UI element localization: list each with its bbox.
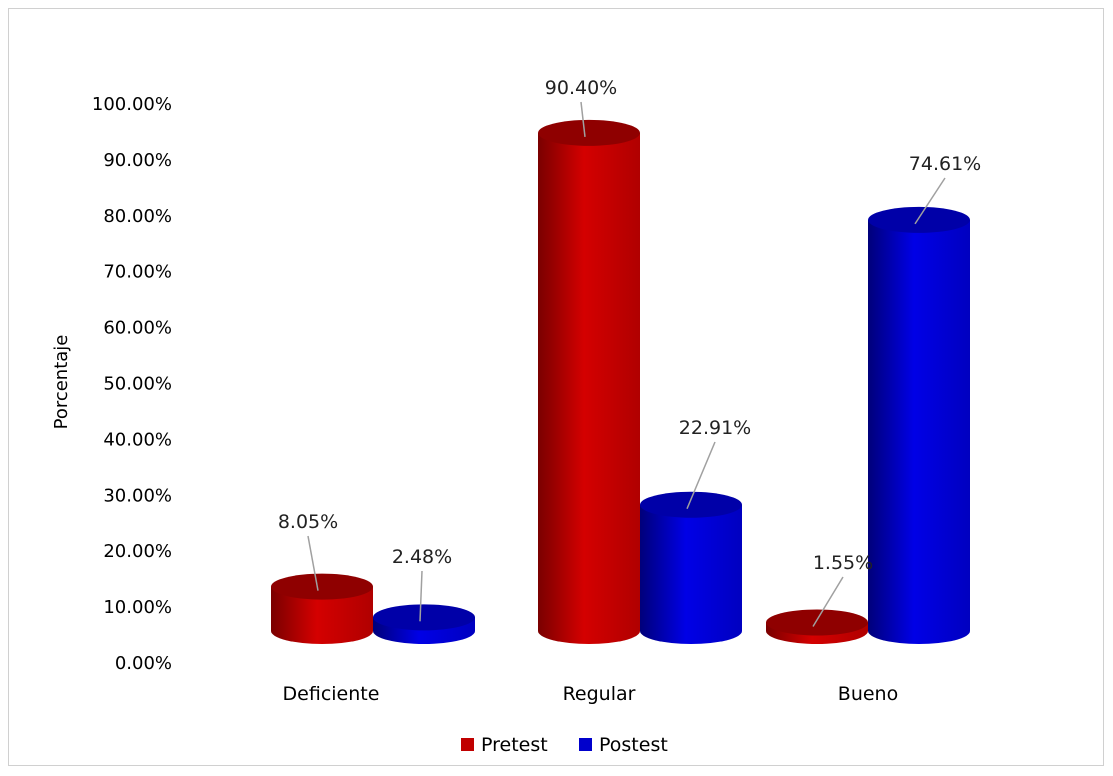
bar-top-cap	[271, 573, 373, 600]
data-label: 8.05%	[278, 511, 338, 533]
x-category-label: Deficiente	[283, 683, 380, 705]
data-label: 22.91%	[679, 417, 751, 439]
data-label: 90.40%	[545, 77, 617, 99]
y-tick-label: 80.00%	[103, 206, 172, 227]
y-tick-label: 40.00%	[103, 429, 172, 450]
legend-swatch	[461, 738, 474, 751]
y-tick-label: 0.00%	[115, 653, 172, 674]
y-tick-label: 30.00%	[103, 485, 172, 506]
data-label-leader	[914, 177, 946, 225]
x-category-label: Regular	[563, 683, 636, 705]
bar-top-cap	[868, 206, 970, 233]
data-label: 2.48%	[392, 546, 452, 568]
legend-item-postest: Postest	[579, 734, 668, 756]
bar-postest-bueno	[868, 206, 970, 644]
bar-pretest-deficiente	[271, 573, 373, 644]
bar-pretest-regular	[538, 119, 640, 644]
bar-body	[271, 586, 373, 644]
bar-top-cap	[373, 604, 475, 631]
data-label-leader	[686, 441, 716, 510]
bar-postest-regular	[640, 491, 742, 644]
data-label-leader	[812, 576, 844, 627]
legend-item-pretest: Pretest	[461, 734, 548, 756]
bar-body	[640, 504, 742, 644]
data-label-leader	[419, 570, 423, 622]
bar-body	[868, 219, 970, 644]
bar-postest-deficiente	[373, 604, 475, 644]
y-tick-label: 50.00%	[103, 374, 172, 395]
bar-top-cap	[538, 119, 640, 146]
bar-top-cap	[766, 609, 868, 636]
data-label: 1.55%	[813, 552, 873, 574]
y-tick-label: 10.00%	[103, 597, 172, 618]
bar-pretest-bueno	[766, 609, 868, 644]
data-label-leader	[580, 101, 586, 137]
legend-swatch	[579, 738, 592, 751]
y-axis-title: Porcentaje	[51, 335, 72, 430]
y-tick-label: 20.00%	[103, 541, 172, 562]
legend-label: Postest	[599, 734, 668, 756]
y-tick-label: 60.00%	[103, 318, 172, 339]
y-tick-label: 90.00%	[103, 150, 172, 171]
data-label-leader	[307, 535, 319, 591]
legend-label: Pretest	[481, 734, 548, 756]
bar-body	[538, 132, 640, 644]
data-label: 74.61%	[909, 153, 981, 175]
y-tick-label: 70.00%	[103, 262, 172, 283]
x-category-label: Bueno	[838, 683, 898, 705]
y-tick-label: 100.00%	[92, 94, 172, 115]
bar-top-cap	[640, 491, 742, 518]
